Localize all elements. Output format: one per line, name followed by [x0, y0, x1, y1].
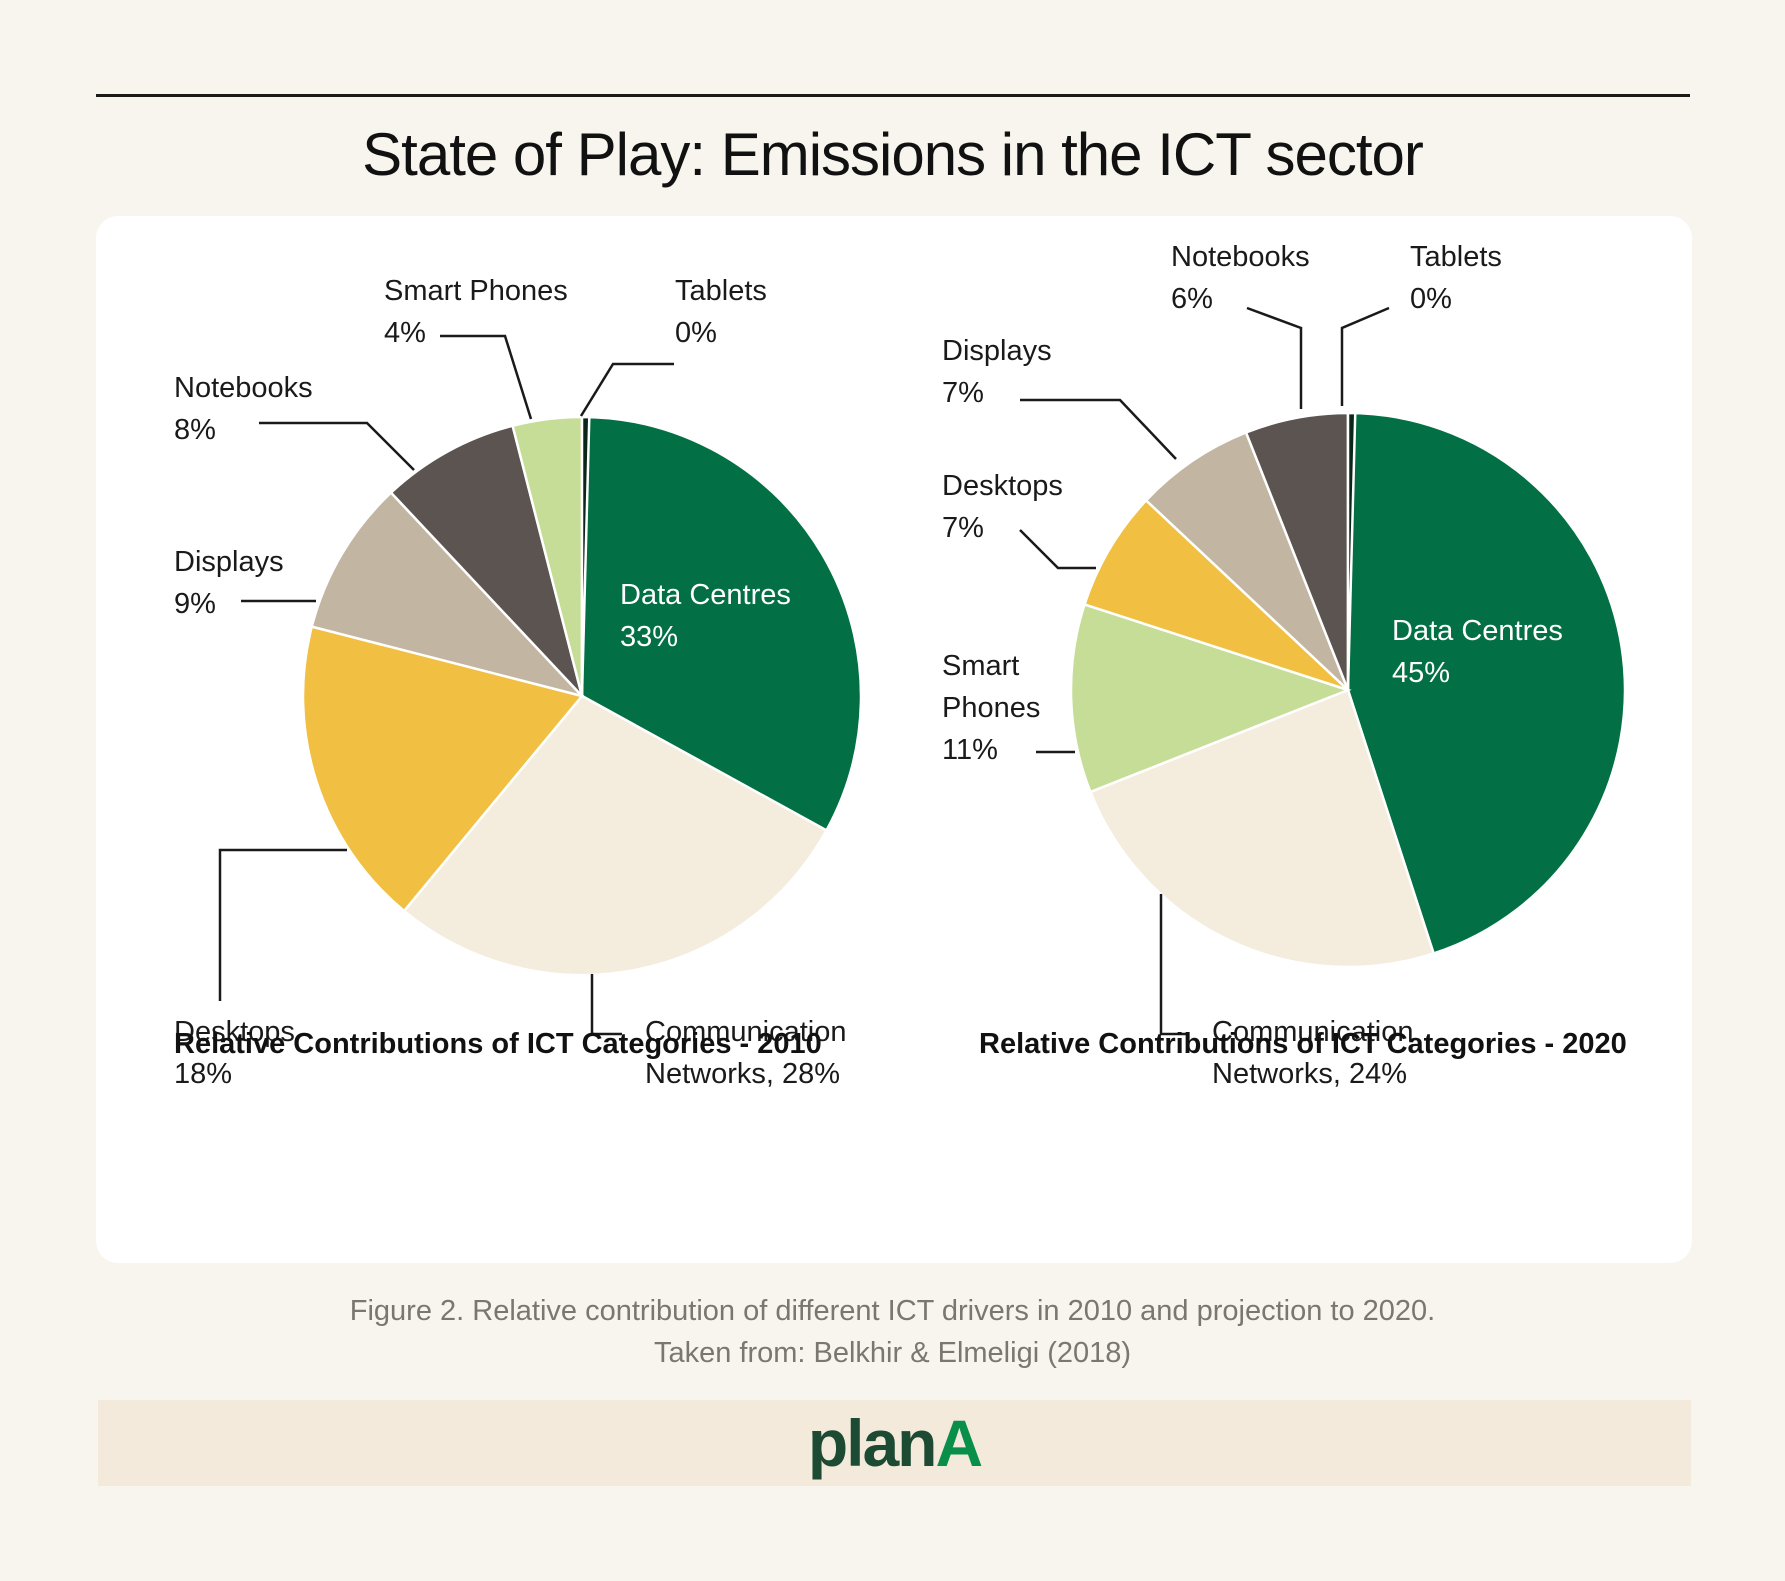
pie-slice-desktops	[301, 625, 585, 913]
data-label-tablets: Tablets 0%	[675, 275, 767, 349]
leader-line-tablets	[1340, 306, 1390, 406]
pie-chart-2: Data Centres 45% Communication Networks, 24…	[942, 241, 1627, 1090]
data-label-data-centres: Data Centres 45%	[1392, 615, 1563, 689]
page-title: State of Play: Emissions in the ICT sect…	[362, 121, 1424, 188]
logo-letter-a: A	[935, 1406, 984, 1480]
pie-slice-displays	[310, 490, 586, 699]
leader-line-displays	[1020, 398, 1177, 460]
pie-slice-displays	[1144, 430, 1350, 691]
pie-slice-tablets	[580, 415, 591, 697]
pie-slice-tablets	[1346, 411, 1357, 691]
data-label-desktops: Desktops 18%	[174, 1016, 295, 1090]
data-label-tablets: Tablets 0%	[1410, 241, 1502, 315]
top-rule	[96, 94, 1690, 97]
leader-line-desktops	[218, 848, 347, 1001]
data-label-desktops: Desktops 7%	[942, 470, 1063, 544]
data-label-communication-networks: Communication Networks, 28%	[645, 1016, 846, 1090]
data-label-displays: Displays 9%	[174, 546, 284, 620]
caption-line-1: Figure 2. Relative contribution of diffe…	[349, 1295, 1436, 1327]
charts-canvas: Data Centres 33% Communication Networks, 28…	[174, 241, 1627, 1090]
chart-title-1: Relative Contributions of ICT Categories…	[174, 1028, 822, 1060]
pie-slice-data-centres	[580, 415, 863, 833]
plana-logo: planA	[98, 1404, 1691, 1482]
brand-bar: planA	[98, 1400, 1691, 1486]
data-label-data-centres: Data Centres 33%	[620, 579, 791, 653]
pie-slice-communication-networks	[402, 694, 829, 977]
chart-card: Data Centres 33% Communication Networks, 28…	[96, 216, 1692, 1263]
logo-word-plan: plan	[807, 1406, 938, 1480]
leader-line-tablets	[579, 362, 674, 417]
data-label-communication-networks: Communication Networks, 24%	[1212, 1016, 1413, 1090]
leader-line-desktops	[1019, 529, 1096, 570]
pie-slice-notebooks	[389, 424, 584, 697]
figure-caption: Figure 2. Relative contribution of diffe…	[0, 1290, 1785, 1374]
data-label-notebooks: Notebooks 6%	[1171, 241, 1310, 315]
caption-line-2: Taken from: Belkhir & Elmeligi (2018)	[653, 1337, 1132, 1369]
pie-slice-desktops	[1082, 498, 1349, 692]
leader-line-communication-networks	[1159, 894, 1188, 1036]
pie-slice-smart-phones	[1069, 602, 1352, 794]
leader-line-notebooks	[259, 421, 415, 471]
pie-slice-data-centres	[1346, 411, 1627, 956]
pie-chart-1: Data Centres 33% Communication Networks, 28…	[174, 275, 863, 1090]
data-label-notebooks: Notebooks 8%	[174, 372, 313, 446]
leader-line-notebooks	[1246, 306, 1303, 409]
data-label-smart-phones: Smart Phones 4%	[384, 275, 568, 349]
leader-line-smart-phones	[440, 334, 533, 420]
chart-title-2: Relative Contributions of ICT Categories…	[979, 1028, 1627, 1060]
data-label-smart-phones: Smart Phones 11%	[942, 650, 1040, 766]
leader-line-communication-networks	[590, 974, 622, 1036]
data-label-displays: Displays 7%	[942, 335, 1052, 409]
